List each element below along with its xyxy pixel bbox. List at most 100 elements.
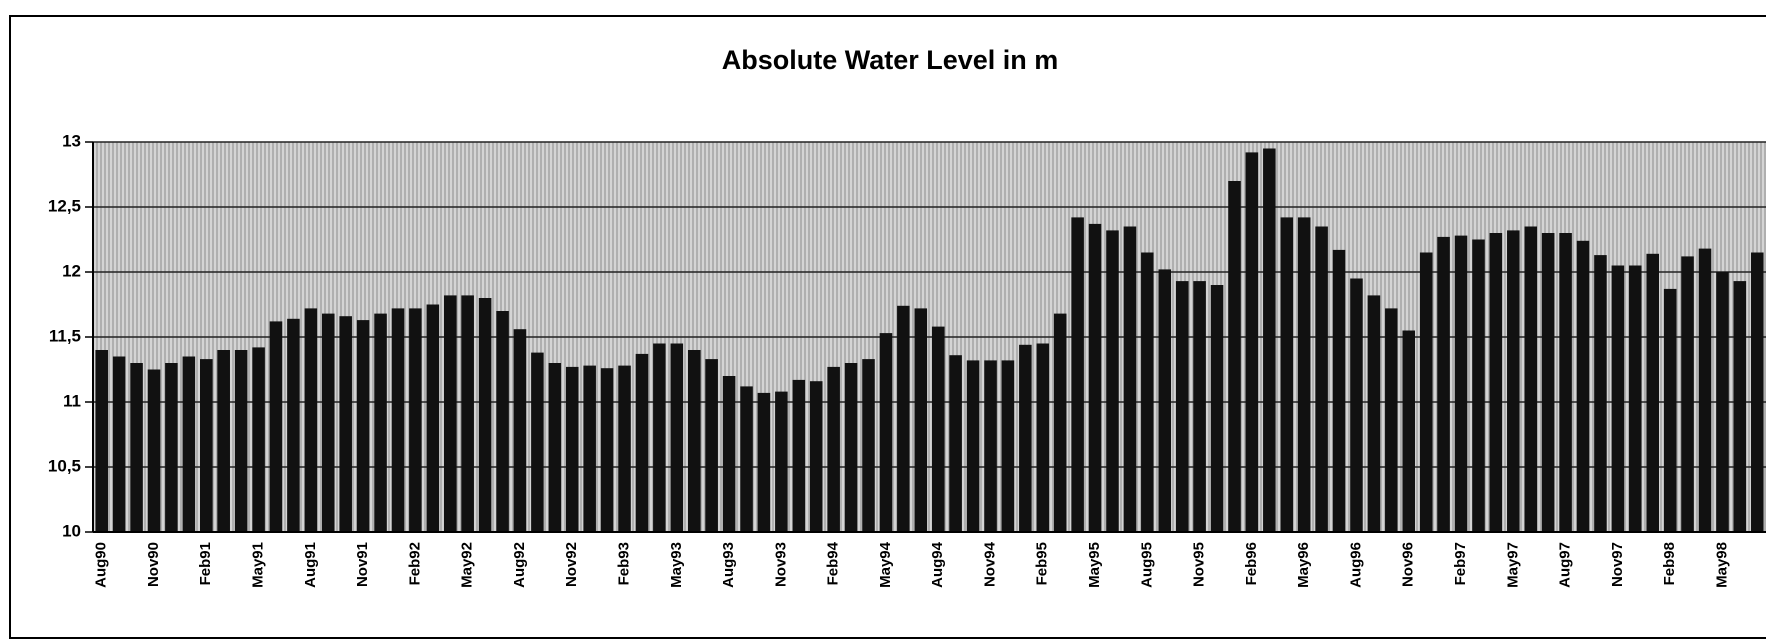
x-tick-label: Aug97 — [1557, 542, 1574, 588]
bar — [1541, 233, 1555, 532]
bar — [1472, 239, 1485, 532]
bar — [391, 308, 405, 532]
bar — [1280, 217, 1294, 532]
x-tick-label: May91 — [250, 542, 267, 588]
bar — [1507, 230, 1520, 532]
bar — [1611, 265, 1625, 532]
x-tick-label: Aug94 — [929, 541, 946, 588]
bar — [653, 343, 666, 532]
bar — [1106, 230, 1119, 532]
bar — [618, 365, 631, 532]
bar — [426, 304, 440, 532]
bar — [897, 305, 910, 532]
bar — [478, 298, 492, 532]
bar — [1716, 272, 1729, 532]
x-tick-label: May98 — [1713, 542, 1730, 588]
bar — [1228, 181, 1241, 532]
bar — [600, 368, 614, 532]
bar — [147, 369, 161, 532]
y-tick-label: 10 — [62, 521, 81, 540]
x-tick-label: Nov91 — [354, 542, 371, 587]
bar — [217, 350, 230, 532]
bar — [809, 381, 823, 532]
bar — [792, 379, 806, 532]
bar — [1559, 233, 1572, 532]
bar — [165, 363, 178, 532]
bar — [775, 391, 788, 532]
bar — [1385, 308, 1398, 532]
bar — [879, 333, 893, 532]
x-tick-label: Nov94 — [981, 541, 998, 587]
bar — [1629, 265, 1642, 532]
bar — [1141, 252, 1154, 532]
x-tick-label: Feb94 — [825, 541, 842, 585]
x-tick-label: Nov90 — [145, 542, 162, 587]
x-tick-label: Aug91 — [302, 542, 319, 588]
x-tick-label: May96 — [1295, 542, 1312, 588]
x-tick-label: Aug95 — [1138, 542, 1155, 588]
bar — [1681, 256, 1694, 532]
chart-title: Absolute Water Level in m — [722, 45, 1059, 75]
x-tick-label: May97 — [1504, 542, 1521, 588]
bar — [914, 308, 928, 532]
x-tick-label: May94 — [877, 541, 894, 588]
y-tick-label: 12,5 — [48, 196, 81, 215]
y-tick-label: 11,5 — [49, 326, 81, 345]
bar — [1210, 285, 1224, 532]
bar — [200, 359, 213, 532]
bar — [304, 308, 318, 532]
bar — [1036, 343, 1050, 532]
x-tick-label: Feb96 — [1243, 542, 1260, 585]
x-tick-label: Aug96 — [1347, 542, 1364, 588]
x-tick-label: Nov93 — [772, 542, 789, 587]
bar — [112, 356, 126, 532]
bar — [356, 320, 370, 532]
bar — [1733, 281, 1747, 532]
bar — [670, 343, 684, 532]
bar — [182, 356, 196, 532]
bar — [1071, 217, 1084, 532]
x-tick-label: Feb98 — [1661, 542, 1678, 585]
bar — [1594, 255, 1607, 532]
bar — [409, 308, 422, 532]
bar — [1454, 235, 1468, 532]
bar — [252, 347, 265, 532]
bar — [1088, 223, 1102, 532]
bar — [321, 313, 335, 532]
y-tick-label: 11 — [63, 391, 81, 410]
bar — [1263, 148, 1276, 532]
bar — [565, 366, 579, 532]
bar — [583, 365, 596, 532]
x-tick-label: May93 — [668, 542, 685, 588]
bar — [1245, 152, 1259, 532]
bar — [339, 316, 352, 532]
bar — [531, 352, 544, 532]
bar — [287, 318, 300, 532]
bar — [130, 363, 143, 532]
bar — [513, 329, 527, 532]
bar — [269, 321, 283, 532]
bar — [949, 355, 962, 532]
x-tick-label: May95 — [1086, 542, 1103, 588]
bar — [1053, 313, 1067, 532]
bar — [740, 386, 753, 532]
bar — [234, 350, 248, 532]
x-tick-label: Nov95 — [1191, 542, 1208, 587]
bar — [757, 392, 771, 532]
bar — [1175, 281, 1189, 532]
x-tick-label: Nov97 — [1609, 542, 1626, 587]
bar — [1524, 226, 1538, 532]
bar — [687, 350, 701, 532]
y-tick-label: 12 — [62, 261, 81, 280]
y-tick-label: 10,5 — [48, 456, 81, 475]
bar — [1332, 249, 1346, 532]
chart-frame — [9, 15, 1766, 639]
x-tick-label: Feb92 — [406, 542, 423, 585]
bar — [1001, 360, 1015, 532]
x-tick-label: Feb95 — [1034, 542, 1051, 585]
bar — [1158, 269, 1172, 532]
bar — [984, 360, 997, 532]
bar — [1019, 344, 1032, 532]
x-tick-label: Nov96 — [1400, 542, 1417, 587]
bar — [1751, 252, 1764, 532]
